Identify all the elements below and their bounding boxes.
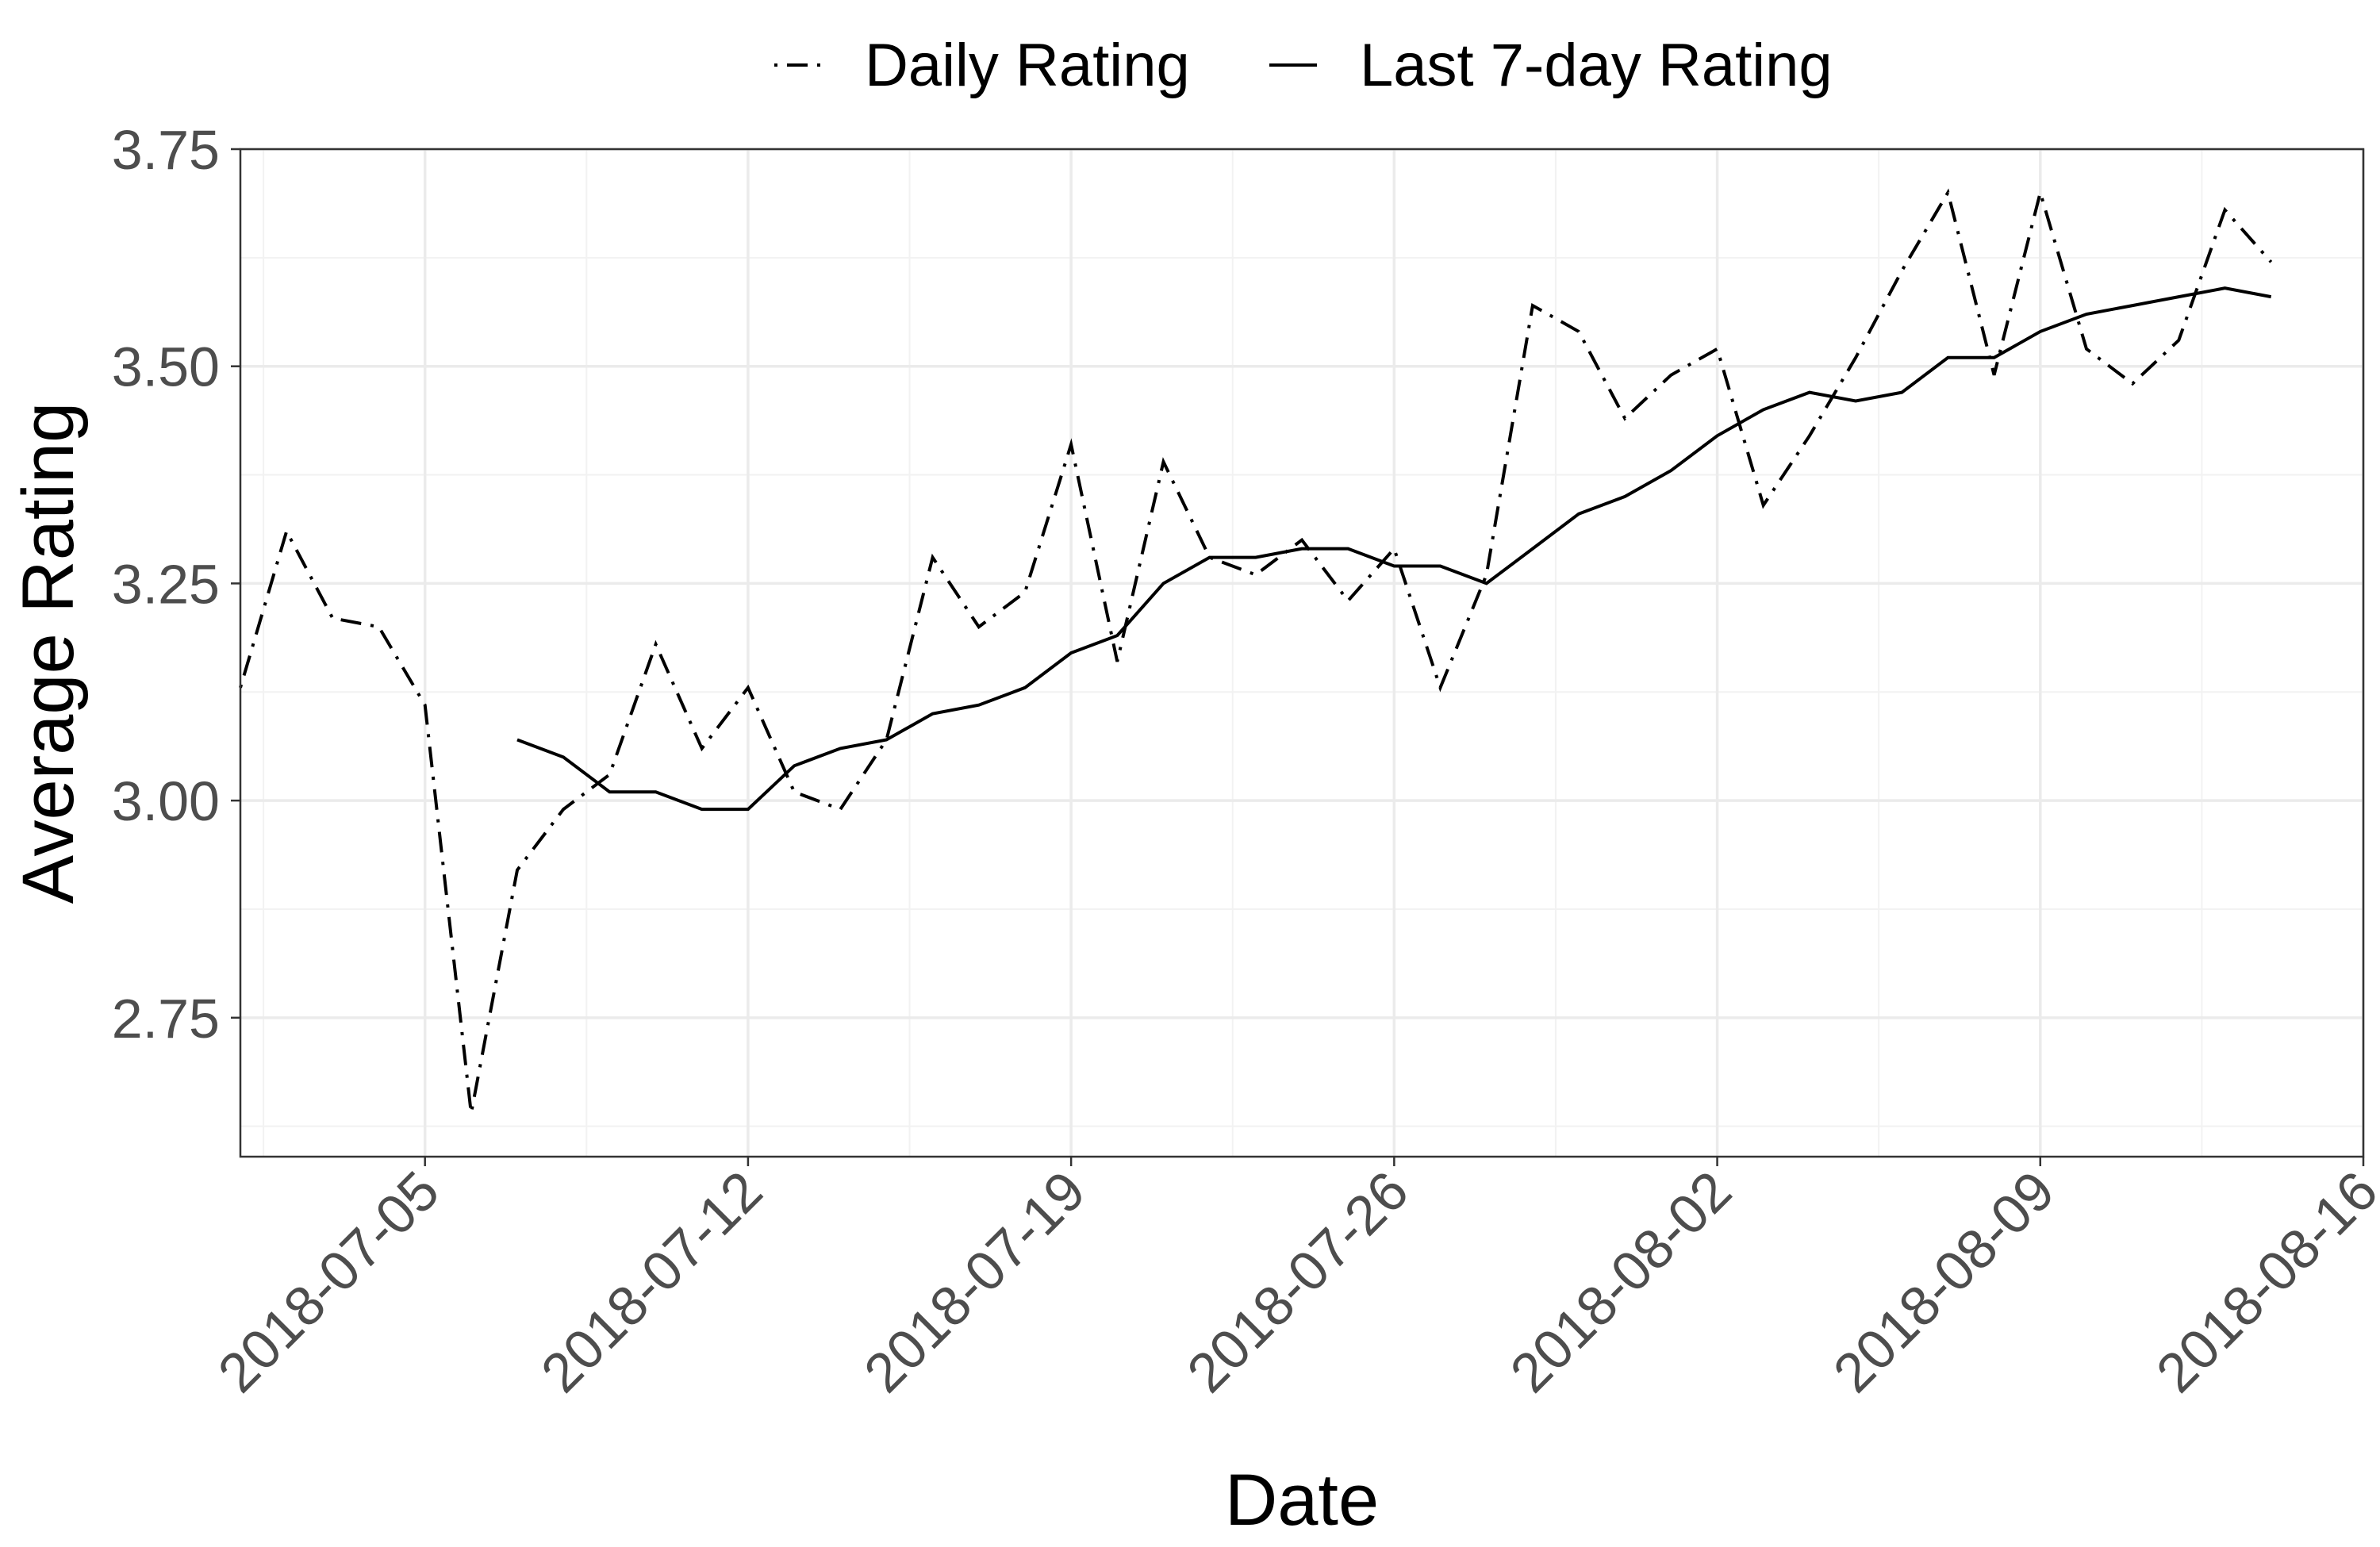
y-tick-label: 2.75	[112, 988, 220, 1050]
y-axis: 2.75 3.00 3.25 3.50 3.75	[112, 119, 240, 1050]
y-axis-title: Average Rating	[8, 402, 89, 904]
series-line-last-7-day-rating	[516, 286, 2272, 812]
series-line-daily-rating	[239, 186, 2273, 1114]
y-tick-label: 3.00	[112, 770, 220, 832]
legend: Daily Rating Last 7-day Rating	[774, 32, 1833, 99]
legend-label-daily-rating: Daily Rating	[865, 32, 1190, 99]
plot-panel-border	[239, 148, 2365, 1158]
legend-label-last-7-day-rating: Last 7-day Rating	[1360, 32, 1833, 99]
x-axis-title: Date	[1225, 1460, 1379, 1541]
y-tick-label: 3.75	[112, 119, 220, 181]
y-tick-label: 3.50	[112, 336, 220, 398]
series-layer	[239, 186, 2273, 1114]
y-tick-label: 3.25	[112, 553, 220, 615]
